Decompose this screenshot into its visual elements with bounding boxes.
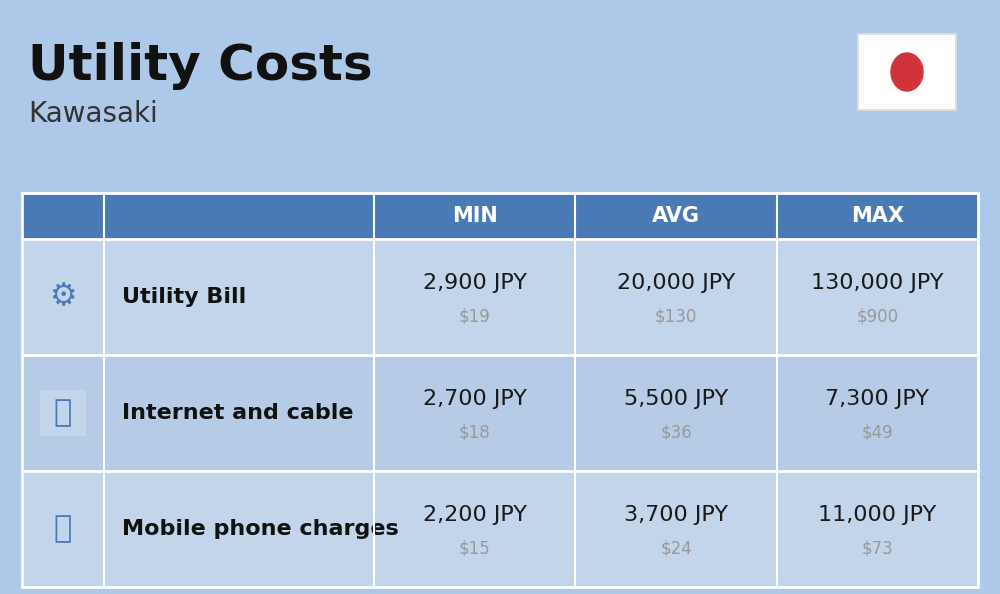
Text: 2,200 JPY: 2,200 JPY — [423, 505, 527, 525]
Text: 7,300 JPY: 7,300 JPY — [825, 389, 929, 409]
Text: 📶: 📶 — [54, 399, 72, 428]
Text: MIN: MIN — [452, 206, 498, 226]
Text: $18: $18 — [459, 424, 491, 442]
Text: $73: $73 — [861, 540, 893, 558]
Text: ⚙: ⚙ — [49, 283, 77, 311]
Ellipse shape — [891, 53, 923, 91]
Text: MAX: MAX — [851, 206, 904, 226]
Bar — [22, 193, 978, 239]
Text: 3,700 JPY: 3,700 JPY — [624, 505, 728, 525]
Text: $130: $130 — [655, 308, 697, 326]
Bar — [40, 506, 86, 552]
Bar — [40, 274, 86, 320]
Text: Kawasaki: Kawasaki — [28, 100, 158, 128]
Text: Internet and cable: Internet and cable — [122, 403, 354, 423]
Text: 11,000 JPY: 11,000 JPY — [818, 505, 936, 525]
Bar — [22, 355, 978, 471]
Text: 📱: 📱 — [54, 514, 72, 544]
Text: 5,500 JPY: 5,500 JPY — [624, 389, 728, 409]
Text: $36: $36 — [660, 424, 692, 442]
Text: 130,000 JPY: 130,000 JPY — [811, 273, 944, 293]
Text: $900: $900 — [856, 308, 898, 326]
Text: 2,700 JPY: 2,700 JPY — [423, 389, 527, 409]
Text: Utility Bill: Utility Bill — [122, 287, 246, 307]
Bar — [40, 390, 86, 436]
Text: Mobile phone charges: Mobile phone charges — [122, 519, 399, 539]
FancyBboxPatch shape — [858, 34, 956, 110]
Text: AVG: AVG — [652, 206, 700, 226]
Text: $15: $15 — [459, 540, 491, 558]
Text: $49: $49 — [862, 424, 893, 442]
Bar — [22, 239, 978, 355]
Text: Utility Costs: Utility Costs — [28, 42, 373, 90]
Text: $24: $24 — [660, 540, 692, 558]
Text: 20,000 JPY: 20,000 JPY — [617, 273, 735, 293]
Text: 2,900 JPY: 2,900 JPY — [423, 273, 527, 293]
Text: $19: $19 — [459, 308, 491, 326]
Bar — [22, 471, 978, 587]
